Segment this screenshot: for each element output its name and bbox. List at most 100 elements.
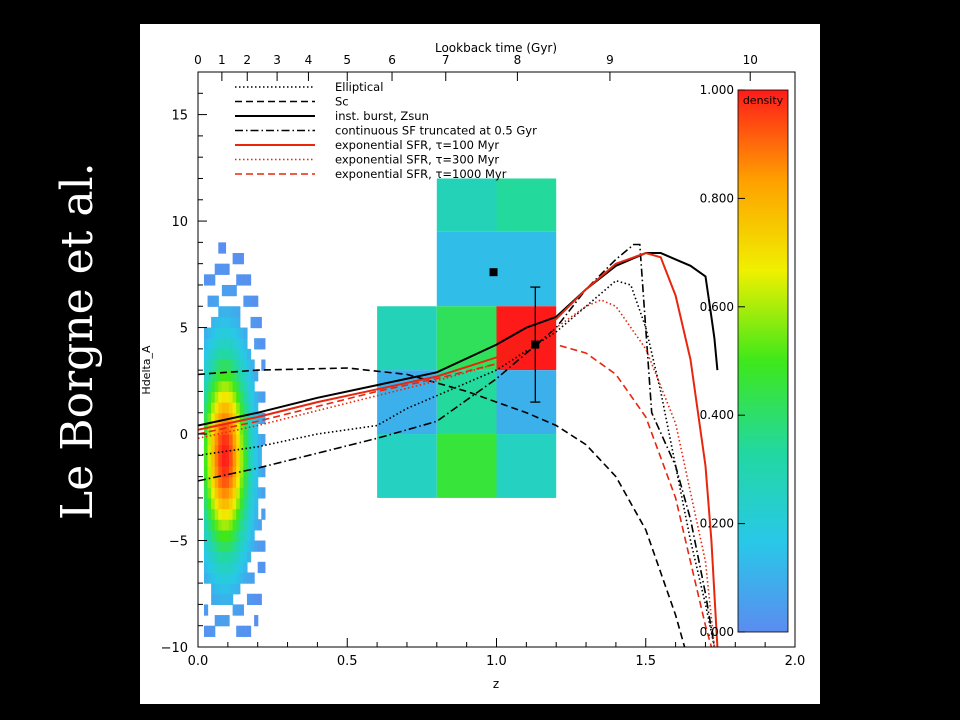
- local-density-cell: [203, 465, 209, 478]
- local-density-cell: [229, 306, 234, 318]
- local-density-cell: [207, 380, 212, 393]
- local-density-cell: [203, 519, 209, 531]
- local-density-cell: [236, 391, 241, 403]
- local-density-cell: [218, 348, 223, 361]
- local-density-cell: [250, 465, 255, 478]
- local-density-cell: [218, 316, 223, 329]
- local-density-cell: [250, 572, 255, 584]
- local-density-cell: [250, 434, 255, 446]
- local-density-cell: [203, 604, 209, 616]
- top-tick-label: 8: [514, 53, 522, 67]
- local-density-cell: [207, 465, 212, 478]
- local-density-cell: [229, 487, 234, 499]
- y-tick-label: 0: [180, 428, 188, 443]
- local-density-cell: [243, 529, 248, 542]
- local-density-cell: [239, 253, 244, 265]
- top-tick-label: 1: [218, 53, 226, 67]
- local-density-cell: [229, 284, 234, 297]
- local-density-cell: [221, 540, 227, 552]
- x-axis-label: z: [493, 677, 499, 691]
- local-density-cell: [221, 465, 227, 478]
- local-density-cell: [246, 487, 252, 499]
- local-density-cell: [221, 263, 227, 275]
- local-density-cell: [221, 316, 227, 329]
- local-density-cell: [250, 295, 255, 307]
- colorbar-tick-label: 0.200: [700, 517, 734, 531]
- local-density-cell: [218, 487, 223, 499]
- local-density-cell: [236, 551, 241, 563]
- local-density-cell: [261, 508, 266, 520]
- local-density-cell: [261, 465, 266, 478]
- local-density-cell: [218, 370, 223, 382]
- local-density-cell: [239, 625, 244, 637]
- local-density-cell: [246, 295, 252, 307]
- local-density-cell: [257, 455, 262, 467]
- local-density-cell: [243, 380, 248, 393]
- local-density-cell: [232, 508, 237, 520]
- local-density-cell: [243, 274, 248, 286]
- local-density-cell: [211, 391, 216, 403]
- local-density-cell: [261, 540, 266, 552]
- series-line: [198, 243, 716, 647]
- density-bin: [436, 370, 497, 435]
- local-density-cell: [246, 423, 252, 435]
- top-tick-label: 4: [305, 53, 313, 67]
- y-tick-label: −10: [161, 641, 188, 656]
- local-density-cell: [225, 327, 230, 339]
- local-density-cell: [221, 359, 227, 371]
- local-density-cell: [218, 497, 223, 510]
- local-density-cell: [225, 380, 230, 393]
- local-density-cell: [218, 242, 223, 254]
- local-density-cell: [203, 508, 209, 520]
- local-density-cell: [211, 487, 216, 499]
- local-density-cell: [246, 540, 252, 552]
- local-density-cell: [232, 338, 237, 350]
- local-density-cell: [243, 551, 248, 563]
- local-density-cell: [221, 338, 227, 350]
- local-density-cell: [261, 338, 266, 350]
- local-density-cell: [221, 561, 227, 574]
- local-density-cell: [236, 380, 241, 393]
- local-density-cell: [254, 412, 259, 424]
- local-density-cell: [207, 476, 212, 488]
- local-density-cell: [207, 348, 212, 361]
- local-density-cell: [236, 338, 241, 350]
- local-density-cell: [229, 327, 234, 339]
- x-tick-label: 1.0: [486, 654, 507, 669]
- local-density-cell: [236, 274, 241, 286]
- local-density-cell: [232, 348, 237, 361]
- local-density-cell: [221, 476, 227, 488]
- local-density-cell: [214, 316, 219, 329]
- legend-label: continuous SF truncated at 0.5 Gyr: [335, 124, 537, 138]
- local-density-cell: [246, 348, 252, 361]
- local-density-cell: [214, 497, 219, 510]
- local-density-cell: [243, 625, 248, 637]
- local-density-cell: [239, 348, 244, 361]
- local-density-cell: [254, 370, 259, 382]
- local-density-cell: [232, 359, 237, 371]
- local-density-cell: [254, 615, 259, 627]
- local-density-cell: [239, 274, 244, 286]
- local-density-cell: [254, 455, 259, 467]
- local-density-cell: [232, 423, 237, 435]
- top-tick-label: 7: [442, 53, 450, 67]
- local-density-cell: [225, 338, 230, 350]
- local-density-cell: [229, 519, 234, 531]
- local-density-cell: [257, 391, 262, 403]
- colorbar-label: density: [743, 94, 784, 107]
- local-density-cell: [211, 423, 216, 435]
- local-density-cell: [254, 519, 259, 531]
- colorbar-gradient: [737, 89, 789, 633]
- local-density-cell: [254, 444, 259, 456]
- local-density-cell: [257, 316, 262, 329]
- local-density-cell: [229, 359, 234, 371]
- local-density-cell: [218, 508, 223, 520]
- local-density-cell: [225, 284, 230, 297]
- local-density-cell: [250, 497, 255, 510]
- local-density-cell: [214, 572, 219, 584]
- local-density-cell: [236, 465, 241, 478]
- local-density-cell: [246, 508, 252, 520]
- local-density-cell: [211, 476, 216, 488]
- local-density-cell: [239, 487, 244, 499]
- local-density-cell: [232, 402, 237, 414]
